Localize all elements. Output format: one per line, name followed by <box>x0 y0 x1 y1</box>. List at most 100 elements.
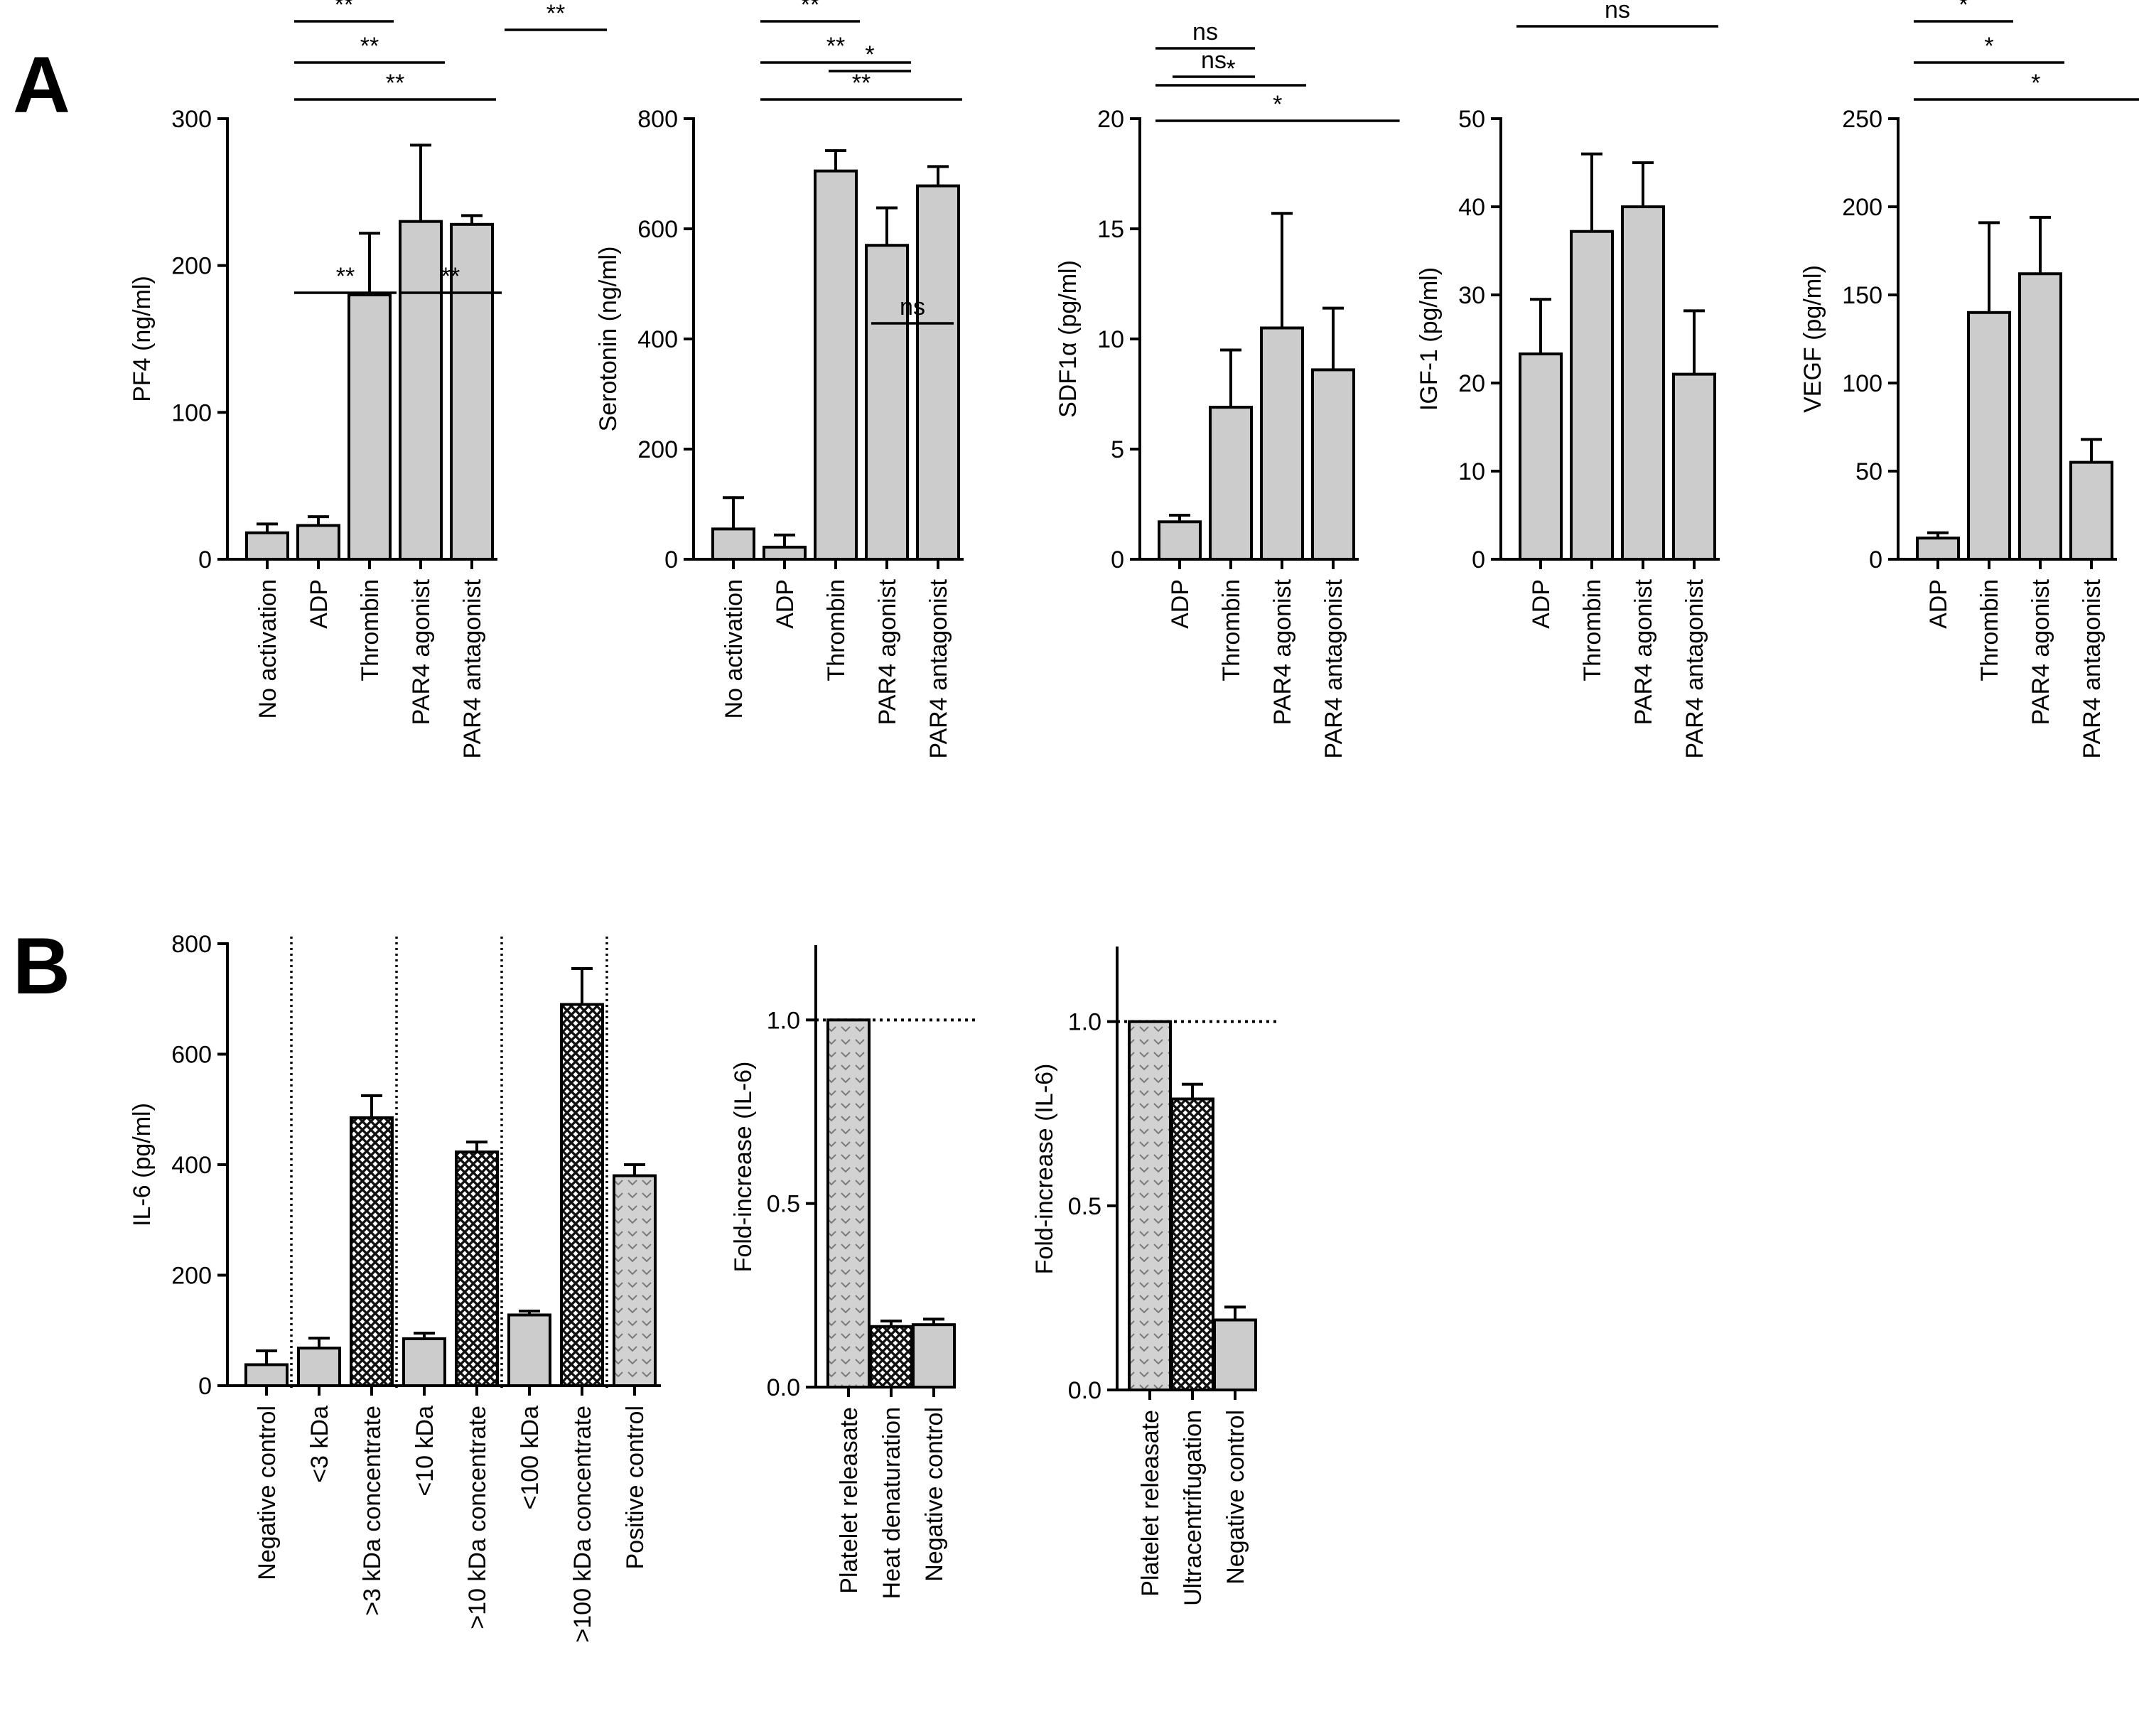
category-label-a2: ADP <box>772 579 799 629</box>
y-tick-label-a5: 250 <box>1842 106 1882 133</box>
y-tick-label-b1: 600 <box>171 1042 212 1069</box>
category-label-a3: PAR4 antagonist <box>1320 578 1347 758</box>
significance-label-b2: * <box>865 41 874 68</box>
y-tick-label-a5: 0 <box>1869 546 1882 573</box>
y-axis-title-a4: IGF-1 (pg/ml) <box>1416 267 1443 411</box>
bar-b1 <box>244 1363 289 1387</box>
y-tick-label-a2: 400 <box>637 326 678 353</box>
bar-a4 <box>1672 372 1716 561</box>
bar-a2 <box>711 527 755 561</box>
significance-label-a5: * <box>1984 33 1993 60</box>
category-label-a3: PAR4 agonist <box>1269 578 1296 725</box>
y-tick-label-a4: 10 <box>1458 458 1485 485</box>
y-tick-label-a1: 0 <box>198 546 212 573</box>
category-label-a2: PAR4 agonist <box>874 578 901 725</box>
category-label-b1: Positive control <box>622 1406 649 1570</box>
y-tick-label-a3: 20 <box>1097 106 1124 133</box>
y-tick-label-a2: 0 <box>664 546 678 573</box>
significance-label-a2: ** <box>801 0 819 18</box>
significance-label-a5: * <box>1958 0 1968 18</box>
significance-label-a5: * <box>2031 70 2040 97</box>
y-tick-label-b2: 0.0 <box>767 1374 800 1401</box>
y-tick-label-a5: 50 <box>1855 458 1882 485</box>
chart-b2: 0.0 0.5 1.0 Fold-increase (IL-6) Platelet re… <box>730 41 976 1599</box>
category-label-a1: ADP <box>306 579 333 629</box>
category-label-a3: Thrombin <box>1218 579 1245 681</box>
y-tick-label-a2: 200 <box>637 436 678 463</box>
significance-label-a1: ** <box>360 33 379 60</box>
category-label-b1: >10 kDa concentrate <box>464 1406 491 1629</box>
bar-b1 <box>402 1337 446 1387</box>
bar-a3 <box>1158 520 1202 561</box>
significance-label-a1: ** <box>335 0 353 18</box>
bar-a3 <box>1260 326 1304 561</box>
significance-label-a1: ** <box>386 70 404 97</box>
significance-label-a2: ** <box>852 70 871 97</box>
significance-label-b1: ** <box>336 263 355 290</box>
bar-a2 <box>763 545 807 561</box>
category-label-b1: >100 kDa concentrate <box>569 1406 596 1643</box>
category-label-a2: PAR4 antagonist <box>925 578 952 758</box>
bar-a4 <box>1621 205 1665 561</box>
y-tick-label-b1: 400 <box>171 1152 212 1179</box>
y-tick-label-a3: 5 <box>1111 436 1124 463</box>
y-axis-title-b1: IL-6 (pg/ml) <box>129 1103 156 1226</box>
bar-b3 <box>1213 1318 1257 1392</box>
category-label-a1: PAR4 antagonist <box>459 578 486 758</box>
bar-a2 <box>916 184 960 561</box>
y-tick-label-a4: 40 <box>1458 194 1485 221</box>
y-tick-label-a1: 300 <box>171 106 212 133</box>
bar-a5 <box>2018 272 2062 561</box>
bar-b1 <box>560 1003 604 1387</box>
category-label-b1: <10 kDa <box>411 1406 438 1497</box>
chart-b1: 0 200 400 600 800 IL-6 (pg/ml) Negative contro… <box>129 0 661 1643</box>
y-tick-label-a5: 150 <box>1842 282 1882 309</box>
chart-a1: 0 100 200 300 PF4 (ng/ml) No activation ADP Thr… <box>129 0 497 759</box>
chart-a2: 0 200 400 600 800 Serotonin (ng/ml) No activat… <box>595 0 964 759</box>
y-tick-label-a4: 0 <box>1472 546 1485 573</box>
y-axis-title-a3: SDF1α (pg/ml) <box>1055 260 1082 418</box>
category-label-a1: No activation <box>254 579 281 719</box>
bar-a4 <box>1570 230 1614 561</box>
bar-b3 <box>1170 1097 1214 1392</box>
category-label-a2: Thrombin <box>823 579 850 681</box>
bar-a3 <box>1209 406 1253 561</box>
chart-b3: 0.0 0.5 1.0 Fold-increase (IL-6) Platelet re… <box>1031 47 1278 1606</box>
bar-b3 <box>1128 1020 1172 1391</box>
category-label-b3: Ultracentrifugation <box>1180 1410 1207 1606</box>
y-axis-title-a5: VEGF (pg/ml) <box>1799 265 1826 413</box>
category-label-a5: Thrombin <box>1976 579 2003 681</box>
bar-b2 <box>869 1325 913 1389</box>
category-label-a4: PAR4 agonist <box>1630 578 1657 725</box>
category-label-b2: Heat denaturation <box>878 1407 905 1599</box>
category-label-b1: <3 kDa <box>306 1406 333 1483</box>
category-label-b1: >3 kDa concentrate <box>359 1406 386 1616</box>
category-label-a5: PAR4 agonist <box>2027 578 2054 725</box>
y-axis-title-b3: Fold-increase (IL-6) <box>1031 1064 1058 1275</box>
y-tick-label-b1: 200 <box>171 1263 212 1290</box>
y-tick-label-a4: 20 <box>1458 370 1485 397</box>
y-tick-label-a3: 10 <box>1097 326 1124 353</box>
y-tick-label-a2: 800 <box>637 106 678 133</box>
significance-label-a3: * <box>1226 55 1235 82</box>
significance-label-a4: ns <box>1605 0 1630 23</box>
bar-b1 <box>613 1174 657 1388</box>
bar-b2 <box>912 1323 956 1389</box>
significance-label-b3: ns <box>1201 47 1227 74</box>
category-label-a5: PAR4 antagonist <box>2079 578 2106 758</box>
y-tick-label-a5: 200 <box>1842 194 1882 221</box>
bar-b1 <box>455 1150 499 1388</box>
chart-a4: 0 10 20 30 40 50 IGF-1 (pg/ml) ADP Thrombin PAR4 … <box>1416 0 1720 759</box>
category-label-a5: ADP <box>1925 579 1952 629</box>
bar-b1 <box>350 1116 394 1387</box>
y-axis-title-a2: Serotonin (ng/ml) <box>595 247 622 432</box>
chart-a3: 0 5 10 15 20 SDF1α (pg/ml) ADP Thrombin PAR4 ago… <box>1055 18 1400 759</box>
significance-label-b1: ** <box>546 0 565 27</box>
y-axis-title-b2: Fold-increase (IL-6) <box>730 1062 757 1273</box>
category-label-b2: Platelet releasate <box>836 1407 863 1594</box>
category-label-a2: No activation <box>721 579 748 719</box>
y-tick-label-b1: 0 <box>198 1373 212 1400</box>
bar-a1 <box>347 293 392 561</box>
